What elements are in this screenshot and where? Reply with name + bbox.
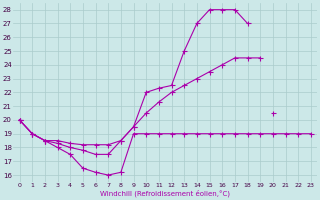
X-axis label: Windchill (Refroidissement éolien,°C): Windchill (Refroidissement éolien,°C) [100, 190, 230, 197]
